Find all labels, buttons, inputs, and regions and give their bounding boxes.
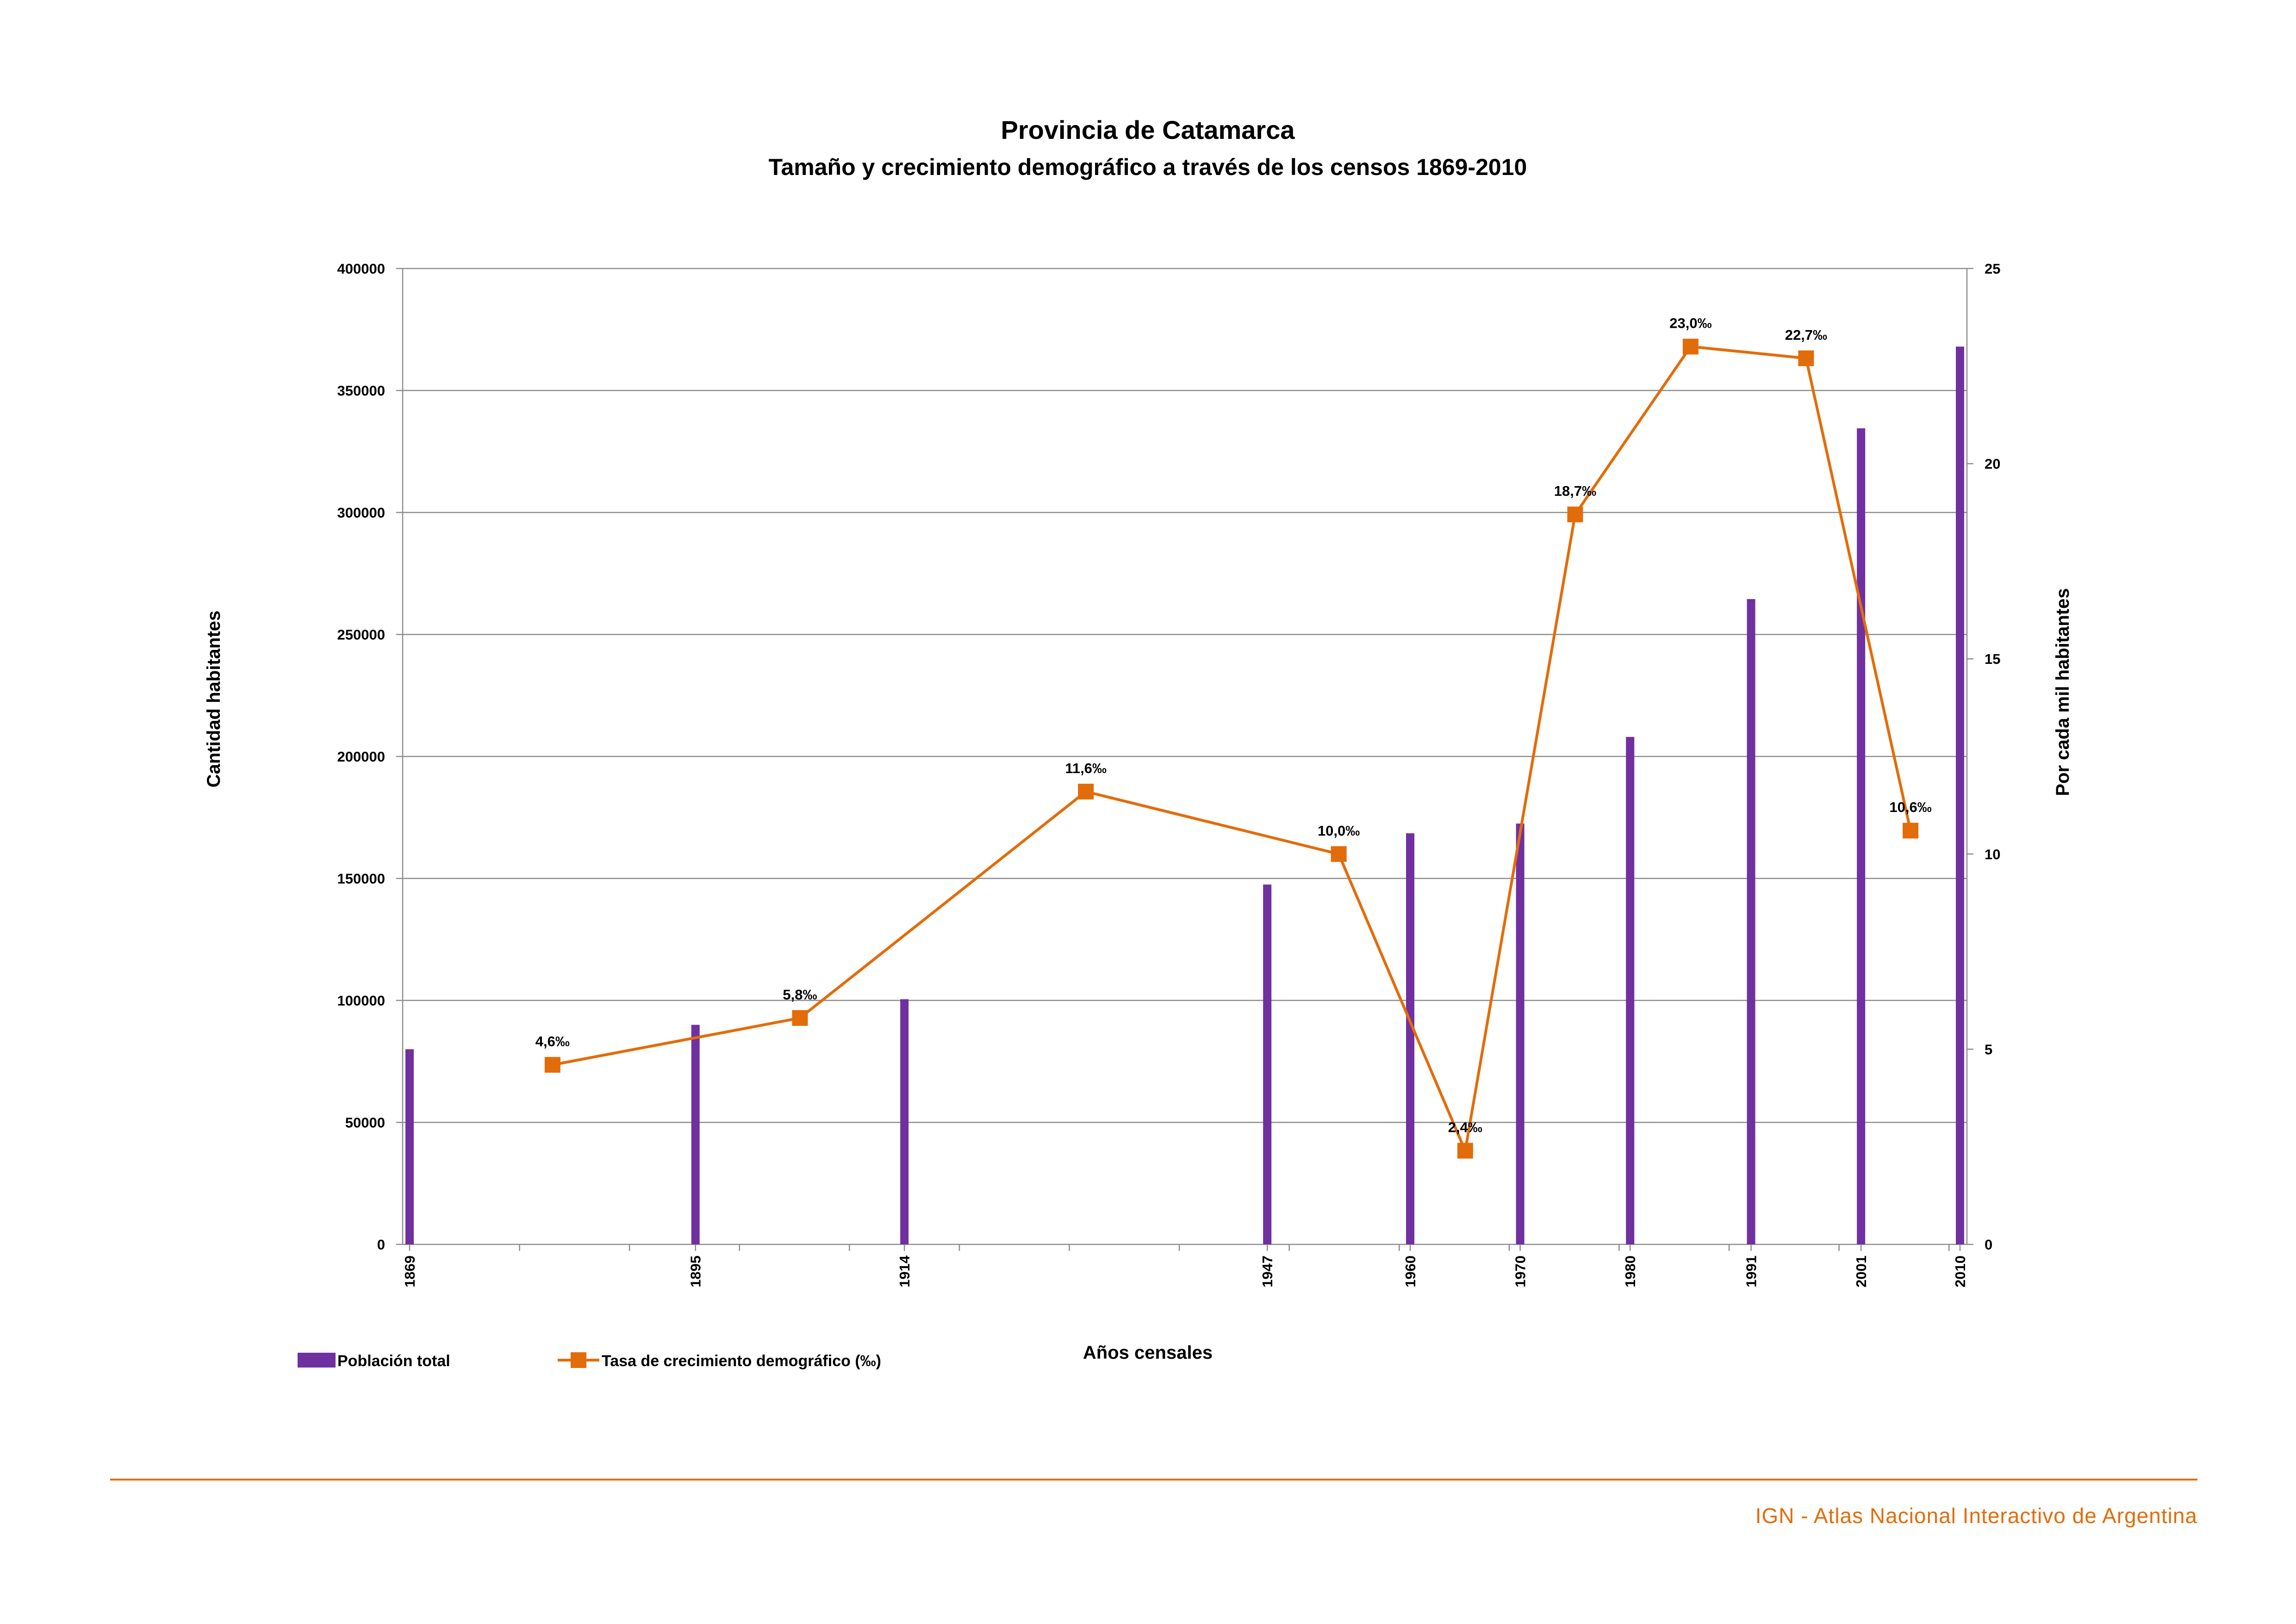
legend: Población total Tasa de crecimiento demo… (298, 1352, 881, 1370)
x-tick-label: 1895 (688, 1255, 704, 1287)
y-tick-label-right: 0 (1985, 1237, 1992, 1253)
y-tick-label-left: 50000 (345, 1115, 385, 1131)
bar-1914 (900, 999, 909, 1244)
growth-rate-point (1903, 823, 1919, 839)
y-tick-label-right: 25 (1985, 261, 2000, 277)
data-labels: 4,6‰ 5,8‰ 11,6‰ 10,0‰ 2,4‰ 18,7‰ 23,0‰ 22,7‰ 10,… (535, 315, 1932, 1136)
x-tick-label: 2010 (1952, 1255, 1968, 1287)
growth-rate-point (544, 1057, 560, 1073)
axes (396, 268, 1973, 1251)
x-tick-label: 1914 (896, 1255, 913, 1287)
growth-rate-point (1798, 350, 1814, 366)
legend-line-marker (571, 1352, 586, 1368)
growth-rate-point (1567, 506, 1583, 523)
y-tick-label-left: 350000 (337, 383, 385, 399)
x-tick-label: 1960 (1402, 1255, 1419, 1287)
x-tick-label: 2001 (1853, 1255, 1869, 1287)
bar-1991 (1747, 599, 1755, 1244)
growth-rate-line (552, 345, 1912, 1152)
bar-1960 (1406, 833, 1415, 1244)
growth-rate-data-label: 4,6‰ (535, 1033, 570, 1049)
x-tick-label: 1947 (1259, 1255, 1276, 1287)
y-tick-label-left: 0 (377, 1237, 385, 1253)
y-tick-label-left: 300000 (337, 505, 385, 521)
growth-rate-data-label: 10,0‰ (1318, 823, 1360, 839)
growth-rate-data-label: 5,8‰ (783, 987, 817, 1003)
growth-rate-data-label: 22,7‰ (1785, 327, 1827, 343)
chart-subtitle: Tamaño y crecimiento demográfico a travé… (769, 154, 1527, 180)
bar-series (405, 346, 1964, 1244)
chart-title: Provincia de Catamarca (1001, 115, 1295, 144)
legend-bar-label: Población total (337, 1352, 450, 1370)
y-tick-label-right: 20 (1985, 456, 2000, 472)
growth-rate-point (1331, 846, 1347, 862)
y-axis-left-title: Cantidad habitantes (204, 611, 224, 787)
y-tick-label-left: 250000 (337, 627, 385, 643)
bar-1895 (691, 1024, 700, 1244)
growth-rate-point (1457, 1143, 1473, 1159)
growth-rate-data-label: 18,7‰ (1554, 483, 1596, 499)
y-tick-label-left: 200000 (337, 749, 385, 765)
growth-rate-data-label: 23,0‰ (1669, 315, 1711, 331)
y-axis-right-title: Por cada mil habitantes (2053, 588, 2073, 796)
growth-rate-point (792, 1010, 808, 1026)
y-tick-label-left: 400000 (337, 261, 385, 277)
line-series (544, 338, 1919, 1159)
tick-labels: 0 50000 100000 150000 200000 250000 300000 3500… (337, 261, 2001, 1287)
x-tick-label: 1869 (402, 1255, 418, 1287)
footer-credit: IGN - Atlas Nacional Interactivo de Arge… (1755, 1504, 2197, 1528)
bar-2001 (1857, 428, 1866, 1244)
growth-rate-data-label: 11,6‰ (1065, 760, 1107, 776)
legend-line-label: Tasa de crecimiento demográfico (‰) (602, 1352, 881, 1370)
x-tick-label: 1970 (1512, 1255, 1529, 1287)
x-tick-label: 1980 (1622, 1255, 1638, 1287)
gridlines (403, 268, 1967, 1123)
growth-rate-point (1682, 338, 1699, 355)
bar-1869 (405, 1049, 414, 1244)
legend-bar-swatch (298, 1353, 336, 1368)
bar-1970 (1516, 823, 1524, 1244)
y-tick-label-left: 150000 (337, 871, 385, 887)
growth-rate-data-label: 2,4‰ (1448, 1119, 1482, 1136)
x-axis-title: Años censales (1083, 1343, 1213, 1363)
y-tick-label-left: 100000 (337, 993, 385, 1009)
y-tick-label-right: 10 (1985, 846, 2000, 862)
growth-rate-data-label: 10,6‰ (1889, 799, 1931, 815)
bar-2010 (1956, 346, 1964, 1244)
bar-1980 (1626, 737, 1635, 1244)
y-tick-label-right: 5 (1985, 1041, 1992, 1057)
x-tick-label: 1991 (1743, 1255, 1760, 1287)
growth-rate-point (1078, 783, 1094, 800)
bar-1947 (1263, 884, 1272, 1244)
y-tick-label-right: 15 (1985, 651, 2000, 667)
